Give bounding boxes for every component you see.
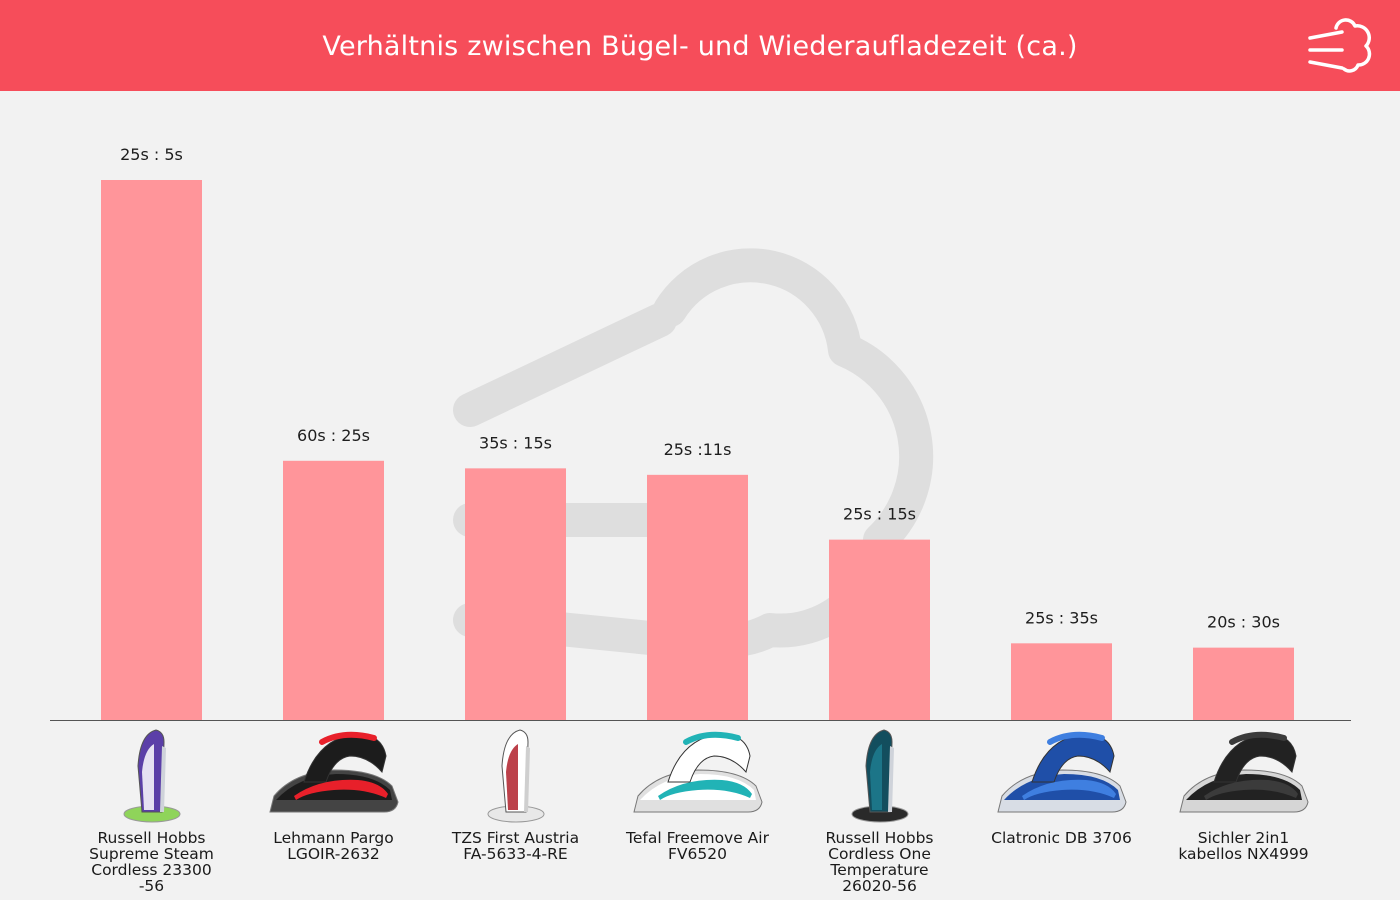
bar-1 — [101, 180, 202, 720]
bar-7 — [1193, 647, 1294, 720]
value-label-2: 60s : 25s — [297, 426, 370, 445]
bar-chart: 25s : 5s 60s : 25s 35s : 15s 25s :11s 25s : … — [50, 145, 1351, 721]
steam-iron-dark-teal-icon — [851, 729, 908, 823]
value-label-4: 25s :11s — [664, 440, 732, 459]
value-label-1: 25s : 5s — [120, 145, 183, 164]
value-label-6: 25s : 35s — [1025, 608, 1098, 627]
steam-iron-black-blue-icon — [1178, 731, 1309, 813]
steam-iron-purple-icon — [123, 729, 180, 823]
value-label-3: 35s : 15s — [479, 433, 552, 452]
steam-iron-blue-icon — [996, 731, 1127, 813]
category-label-2: Lehmann Pargo LGOIR-2632 — [273, 829, 394, 863]
category-label-7: Sichler 2in1 kabellos NX4999 — [1178, 829, 1309, 863]
category-label-4: Tefal Freemove Air FV6520 — [626, 829, 769, 863]
value-label-7: 20s : 30s — [1207, 613, 1280, 632]
bar-2 — [283, 460, 384, 720]
bar-4 — [647, 474, 748, 720]
value-label-5: 25s : 15s — [843, 505, 916, 524]
steam-iron-white-red-icon — [487, 729, 544, 823]
category-label-6: Clatronic DB 3706 — [991, 829, 1132, 847]
category-label-3: TZS First Austria FA-5633-4-RE — [451, 829, 580, 863]
category-label-1: Russell Hobbs Supreme Steam Cordless 233… — [89, 829, 214, 895]
steam-iron-red-black-icon — [268, 731, 399, 813]
bar-3 — [465, 468, 566, 720]
steam-iron-turquoise-icon — [632, 731, 763, 813]
category-label-5: Russell Hobbs Cordless One Temperature 2… — [825, 829, 934, 895]
bar-5 — [829, 539, 930, 720]
bar-6 — [1011, 643, 1112, 720]
chart-title: Verhältnis zwischen Bügel- und Wiederauf… — [322, 31, 1078, 62]
steam-cloud-icon — [1308, 18, 1372, 73]
header-bar — [0, 0, 1400, 91]
